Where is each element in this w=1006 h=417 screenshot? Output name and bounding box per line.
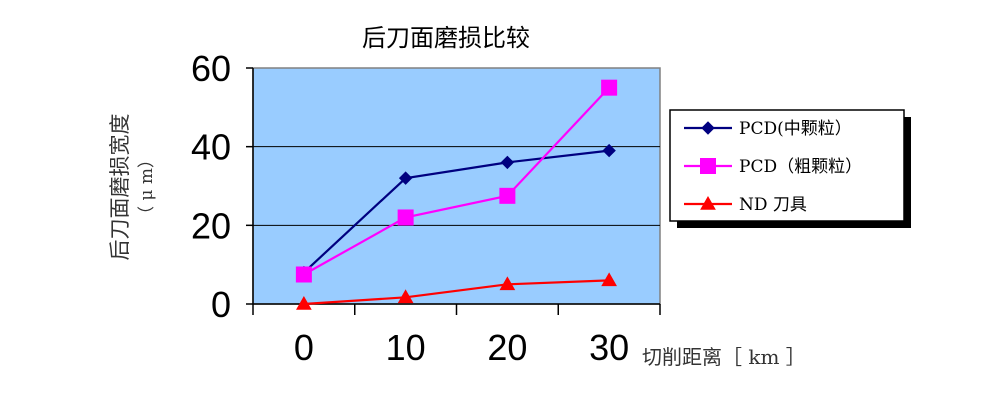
y-tick-label: 20 bbox=[191, 205, 231, 246]
data-point bbox=[295, 266, 312, 283]
x-tick-label: 20 bbox=[487, 327, 527, 368]
data-point bbox=[499, 187, 516, 204]
legend-label: ND 刀具 bbox=[739, 195, 807, 215]
gridlines bbox=[253, 146, 660, 226]
x-tick-labels: 0 10 20 30 bbox=[294, 327, 629, 368]
data-point bbox=[701, 121, 715, 135]
data-point bbox=[500, 155, 515, 170]
data-point bbox=[397, 209, 414, 226]
data-point bbox=[602, 143, 616, 158]
y-tick-label: 40 bbox=[191, 127, 231, 168]
series-line bbox=[303, 86, 610, 276]
y-tick-label: 60 bbox=[191, 48, 231, 89]
series-group bbox=[295, 79, 618, 310]
x-tick-label: 0 bbox=[294, 327, 314, 368]
legend-label: PCD(中颗粒） bbox=[739, 119, 852, 139]
x-tick-label: 30 bbox=[589, 327, 629, 368]
data-point bbox=[700, 195, 716, 210]
axes bbox=[246, 67, 661, 315]
chart-title: 后刀面磨损比较 bbox=[362, 24, 530, 52]
y-axis-label: 后刀面磨损宽度 bbox=[108, 114, 132, 261]
data-point bbox=[398, 171, 413, 185]
series-line bbox=[303, 149, 610, 274]
legend-label: PCD（粗颗粒） bbox=[739, 157, 862, 177]
data-point bbox=[499, 276, 516, 291]
data-point bbox=[700, 158, 716, 174]
y-tick-label: 0 bbox=[211, 284, 231, 325]
data-point bbox=[601, 272, 617, 287]
series-line bbox=[303, 279, 610, 306]
data-point bbox=[397, 289, 414, 304]
x-axis-label: 切削距离［ km ］ bbox=[642, 345, 806, 369]
x-tick-label: 10 bbox=[386, 327, 426, 368]
data-point bbox=[296, 295, 312, 310]
y-axis-unit: （ μ m） bbox=[137, 151, 157, 223]
data-point bbox=[601, 79, 618, 96]
y-tick-labels: 0 20 40 60 bbox=[191, 48, 231, 325]
legend: PCD(中颗粒） PCD（粗颗粒） ND 刀具 bbox=[669, 109, 911, 228]
